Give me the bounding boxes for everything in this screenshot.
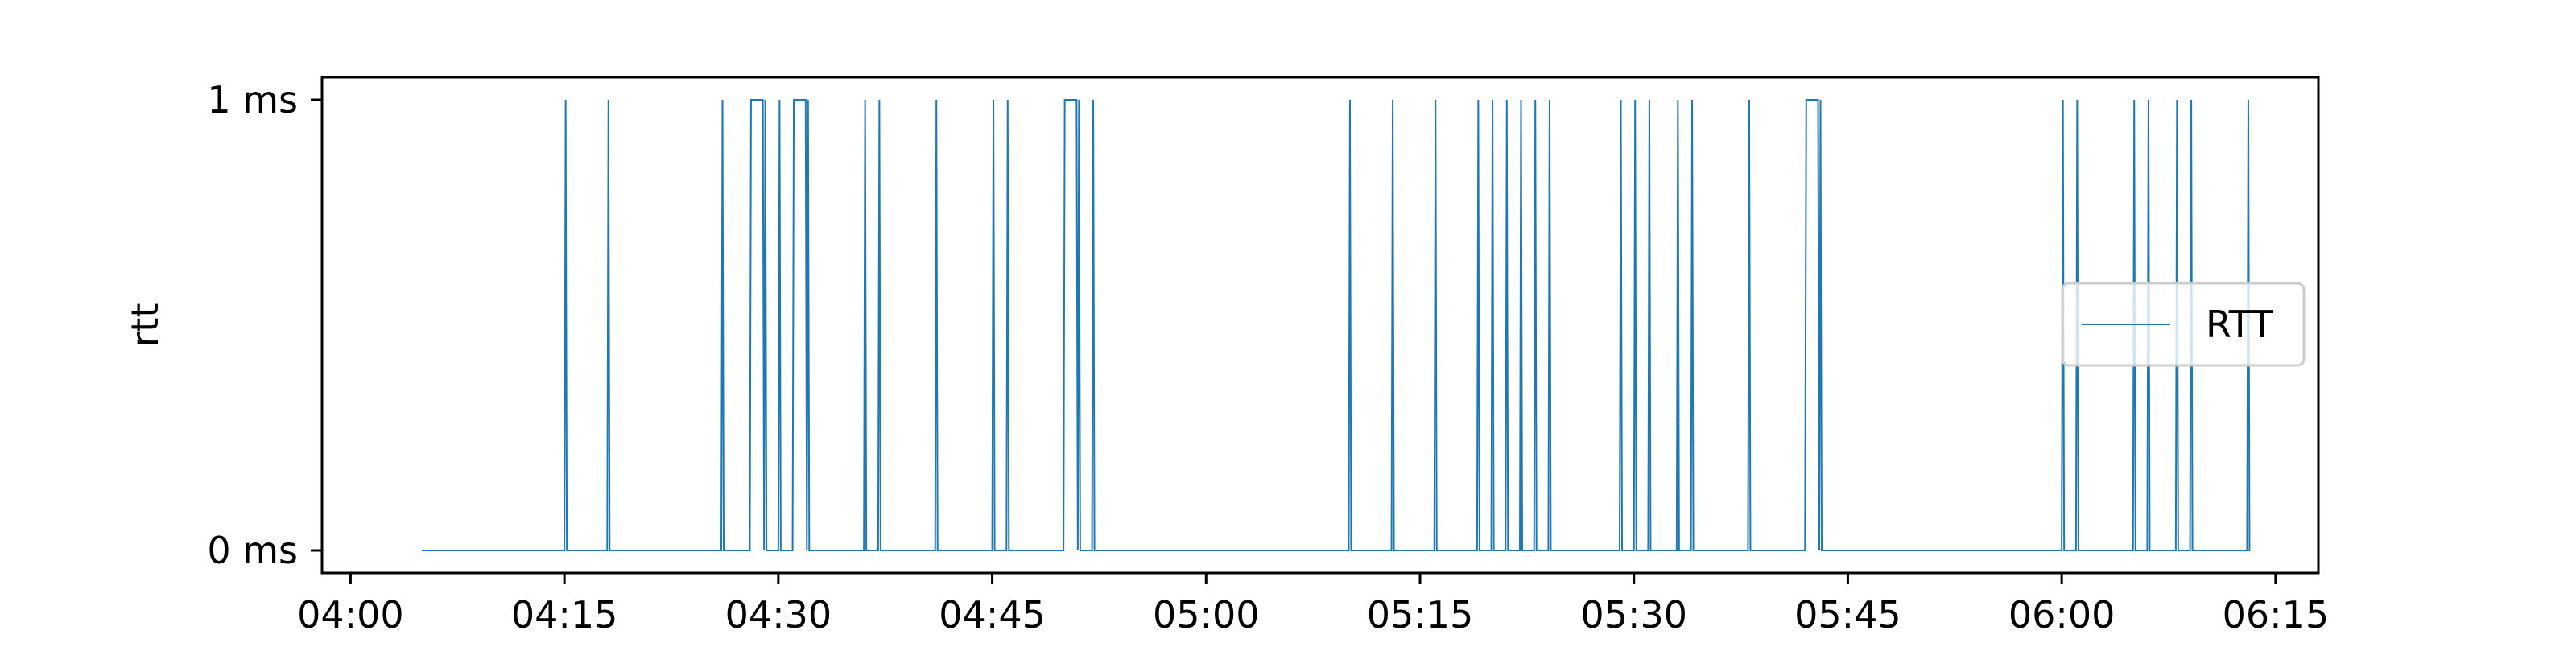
legend-box xyxy=(2061,282,2306,367)
y-axis-label: rtt xyxy=(123,303,167,348)
x-axis: 04:00 04:15 04:30 04:45 05:00 05:15 05:30 05:45… xyxy=(297,573,2329,637)
y-tick-label: 0 ms xyxy=(207,529,298,572)
x-tick-label: 05:15 xyxy=(1367,593,1474,637)
x-tick-label: 04:30 xyxy=(725,593,832,637)
x-tick-label: 04:45 xyxy=(939,593,1046,637)
series-line-rtt xyxy=(422,99,2251,551)
x-tick-label: 06:00 xyxy=(2008,593,2116,637)
y-tick-label: 1 ms xyxy=(207,78,298,122)
series-layer xyxy=(422,99,2251,551)
y-axis: 0 ms 1 ms xyxy=(207,78,322,572)
legend-label-rtt: RTT xyxy=(2206,303,2274,346)
legend: RTT xyxy=(2061,282,2306,367)
x-tick-label: 05:00 xyxy=(1153,593,1260,637)
plot-frame xyxy=(320,76,2320,575)
x-tick-label: 05:30 xyxy=(1580,593,1687,637)
x-tick-label: 04:15 xyxy=(511,593,618,637)
x-tick-label: 04:00 xyxy=(297,593,404,637)
x-tick-label: 06:15 xyxy=(2223,593,2330,637)
plot-area xyxy=(322,77,2318,573)
x-tick-label: 05:45 xyxy=(1794,593,1901,637)
